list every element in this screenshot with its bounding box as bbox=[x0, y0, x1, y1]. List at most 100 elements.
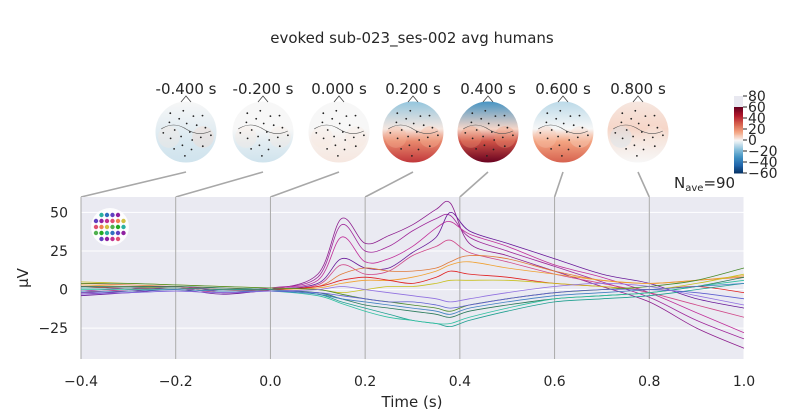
colorbar-segment bbox=[734, 170, 743, 173]
colorbar-segment bbox=[734, 165, 743, 168]
sensor-point bbox=[653, 114, 656, 117]
x-tick-label: 0.6 bbox=[543, 374, 565, 390]
connector-line bbox=[459, 171, 489, 198]
colorbar-segment bbox=[734, 161, 743, 164]
sensor-point bbox=[482, 135, 484, 138]
colorbar-segment bbox=[734, 146, 743, 148]
x-tick-label: 0.8 bbox=[638, 374, 660, 390]
sensor-point bbox=[337, 155, 339, 157]
contour-line bbox=[238, 124, 288, 134]
colorbar-segment bbox=[734, 137, 743, 139]
sensor-point bbox=[396, 112, 399, 115]
sensor-dot bbox=[99, 212, 104, 218]
sensor-point bbox=[634, 109, 637, 112]
sensor-point bbox=[415, 131, 418, 133]
sensor-point bbox=[331, 117, 334, 120]
sensor-dot bbox=[104, 218, 110, 224]
colorbar-segment bbox=[734, 166, 743, 169]
sensor-point bbox=[168, 121, 171, 124]
sensor-point bbox=[483, 144, 486, 147]
channel-trace bbox=[80, 212, 745, 309]
sensor-point bbox=[322, 112, 325, 115]
topomap-time-label: 0.800 s bbox=[610, 80, 666, 98]
sensor-point bbox=[190, 148, 193, 151]
connector-line bbox=[364, 171, 414, 198]
sensor-point bbox=[493, 139, 496, 141]
sensor-point bbox=[492, 148, 495, 151]
scalp-left-region bbox=[235, 126, 257, 148]
colorbar-segment bbox=[734, 122, 743, 125]
nose-marker bbox=[180, 95, 192, 103]
nose-marker bbox=[407, 95, 419, 103]
sensor-dot bbox=[99, 230, 104, 236]
y-tick-label: 0 bbox=[59, 283, 68, 299]
x-tick-label: −0.4 bbox=[64, 374, 98, 390]
sensor-point bbox=[173, 129, 176, 131]
sensor-point bbox=[185, 122, 188, 125]
sensor-point bbox=[550, 129, 553, 131]
sensor-point bbox=[199, 136, 202, 139]
sensor-point bbox=[581, 126, 584, 129]
scalp-map bbox=[154, 100, 218, 164]
nose-marker bbox=[632, 95, 644, 103]
sensor-point bbox=[267, 148, 270, 151]
topomap: 0.400 s bbox=[456, 80, 520, 164]
sensor-point bbox=[561, 155, 563, 157]
sensor-point bbox=[437, 134, 439, 137]
sensor-point bbox=[345, 115, 348, 117]
y-axis-label: µV bbox=[14, 267, 32, 288]
sensor-point bbox=[642, 148, 645, 151]
colorbar-tick-label: 60 bbox=[748, 100, 766, 116]
sensor-point bbox=[417, 148, 420, 151]
colorbar-tick-label: −40 bbox=[748, 155, 778, 171]
sensor-point bbox=[204, 126, 207, 129]
colorbar-segment bbox=[734, 121, 743, 124]
sensor-point bbox=[576, 136, 579, 139]
colorbar-segment bbox=[734, 167, 743, 170]
contour-line bbox=[161, 124, 211, 134]
sensor-point bbox=[315, 132, 318, 134]
x-axis-label: Time (s) bbox=[381, 393, 443, 411]
colorbar-segment bbox=[734, 108, 743, 111]
scalp-left-region bbox=[311, 126, 333, 148]
sensor-point bbox=[565, 131, 568, 133]
head-outline bbox=[91, 208, 129, 246]
colorbar-segment bbox=[734, 125, 743, 128]
topomap-time-label: 0.200 s bbox=[385, 80, 441, 98]
topomap: 0.200 s bbox=[381, 80, 445, 164]
sensor-point bbox=[546, 137, 549, 140]
sensor-point bbox=[354, 114, 357, 117]
sensor-point bbox=[630, 117, 633, 120]
colorbar-segment bbox=[734, 140, 743, 143]
sensor-point bbox=[269, 115, 272, 117]
sensor-point bbox=[653, 145, 656, 148]
sensor-point bbox=[180, 135, 183, 138]
nose-marker bbox=[333, 95, 345, 103]
topomap-time-label: 0.400 s bbox=[460, 80, 516, 98]
sensor-point bbox=[480, 117, 483, 120]
sensor-point bbox=[512, 134, 514, 137]
sensor-point bbox=[637, 122, 640, 125]
sensor-dot bbox=[110, 218, 115, 224]
sensor-point bbox=[550, 148, 552, 150]
sensor-point bbox=[261, 155, 263, 157]
sensor-point bbox=[162, 132, 165, 134]
sensor-point bbox=[620, 121, 623, 124]
sensor-point bbox=[418, 139, 421, 141]
sensor-point bbox=[484, 109, 487, 112]
sensor-point bbox=[396, 137, 399, 140]
sensor-dot bbox=[110, 236, 115, 242]
colorbar-segment bbox=[734, 143, 743, 146]
scalp-left-region bbox=[610, 126, 632, 148]
sensor-point bbox=[486, 155, 488, 157]
sensor-point bbox=[470, 121, 473, 124]
colorbar-segment bbox=[734, 119, 743, 121]
colorbar-segment bbox=[734, 106, 743, 109]
topomap-time-label: 0.600 s bbox=[535, 80, 591, 98]
connector-line bbox=[553, 171, 564, 198]
sensor-point bbox=[636, 155, 638, 157]
sensor-dot bbox=[121, 224, 126, 230]
sensor-point bbox=[352, 136, 355, 139]
sensor-point bbox=[278, 145, 281, 148]
